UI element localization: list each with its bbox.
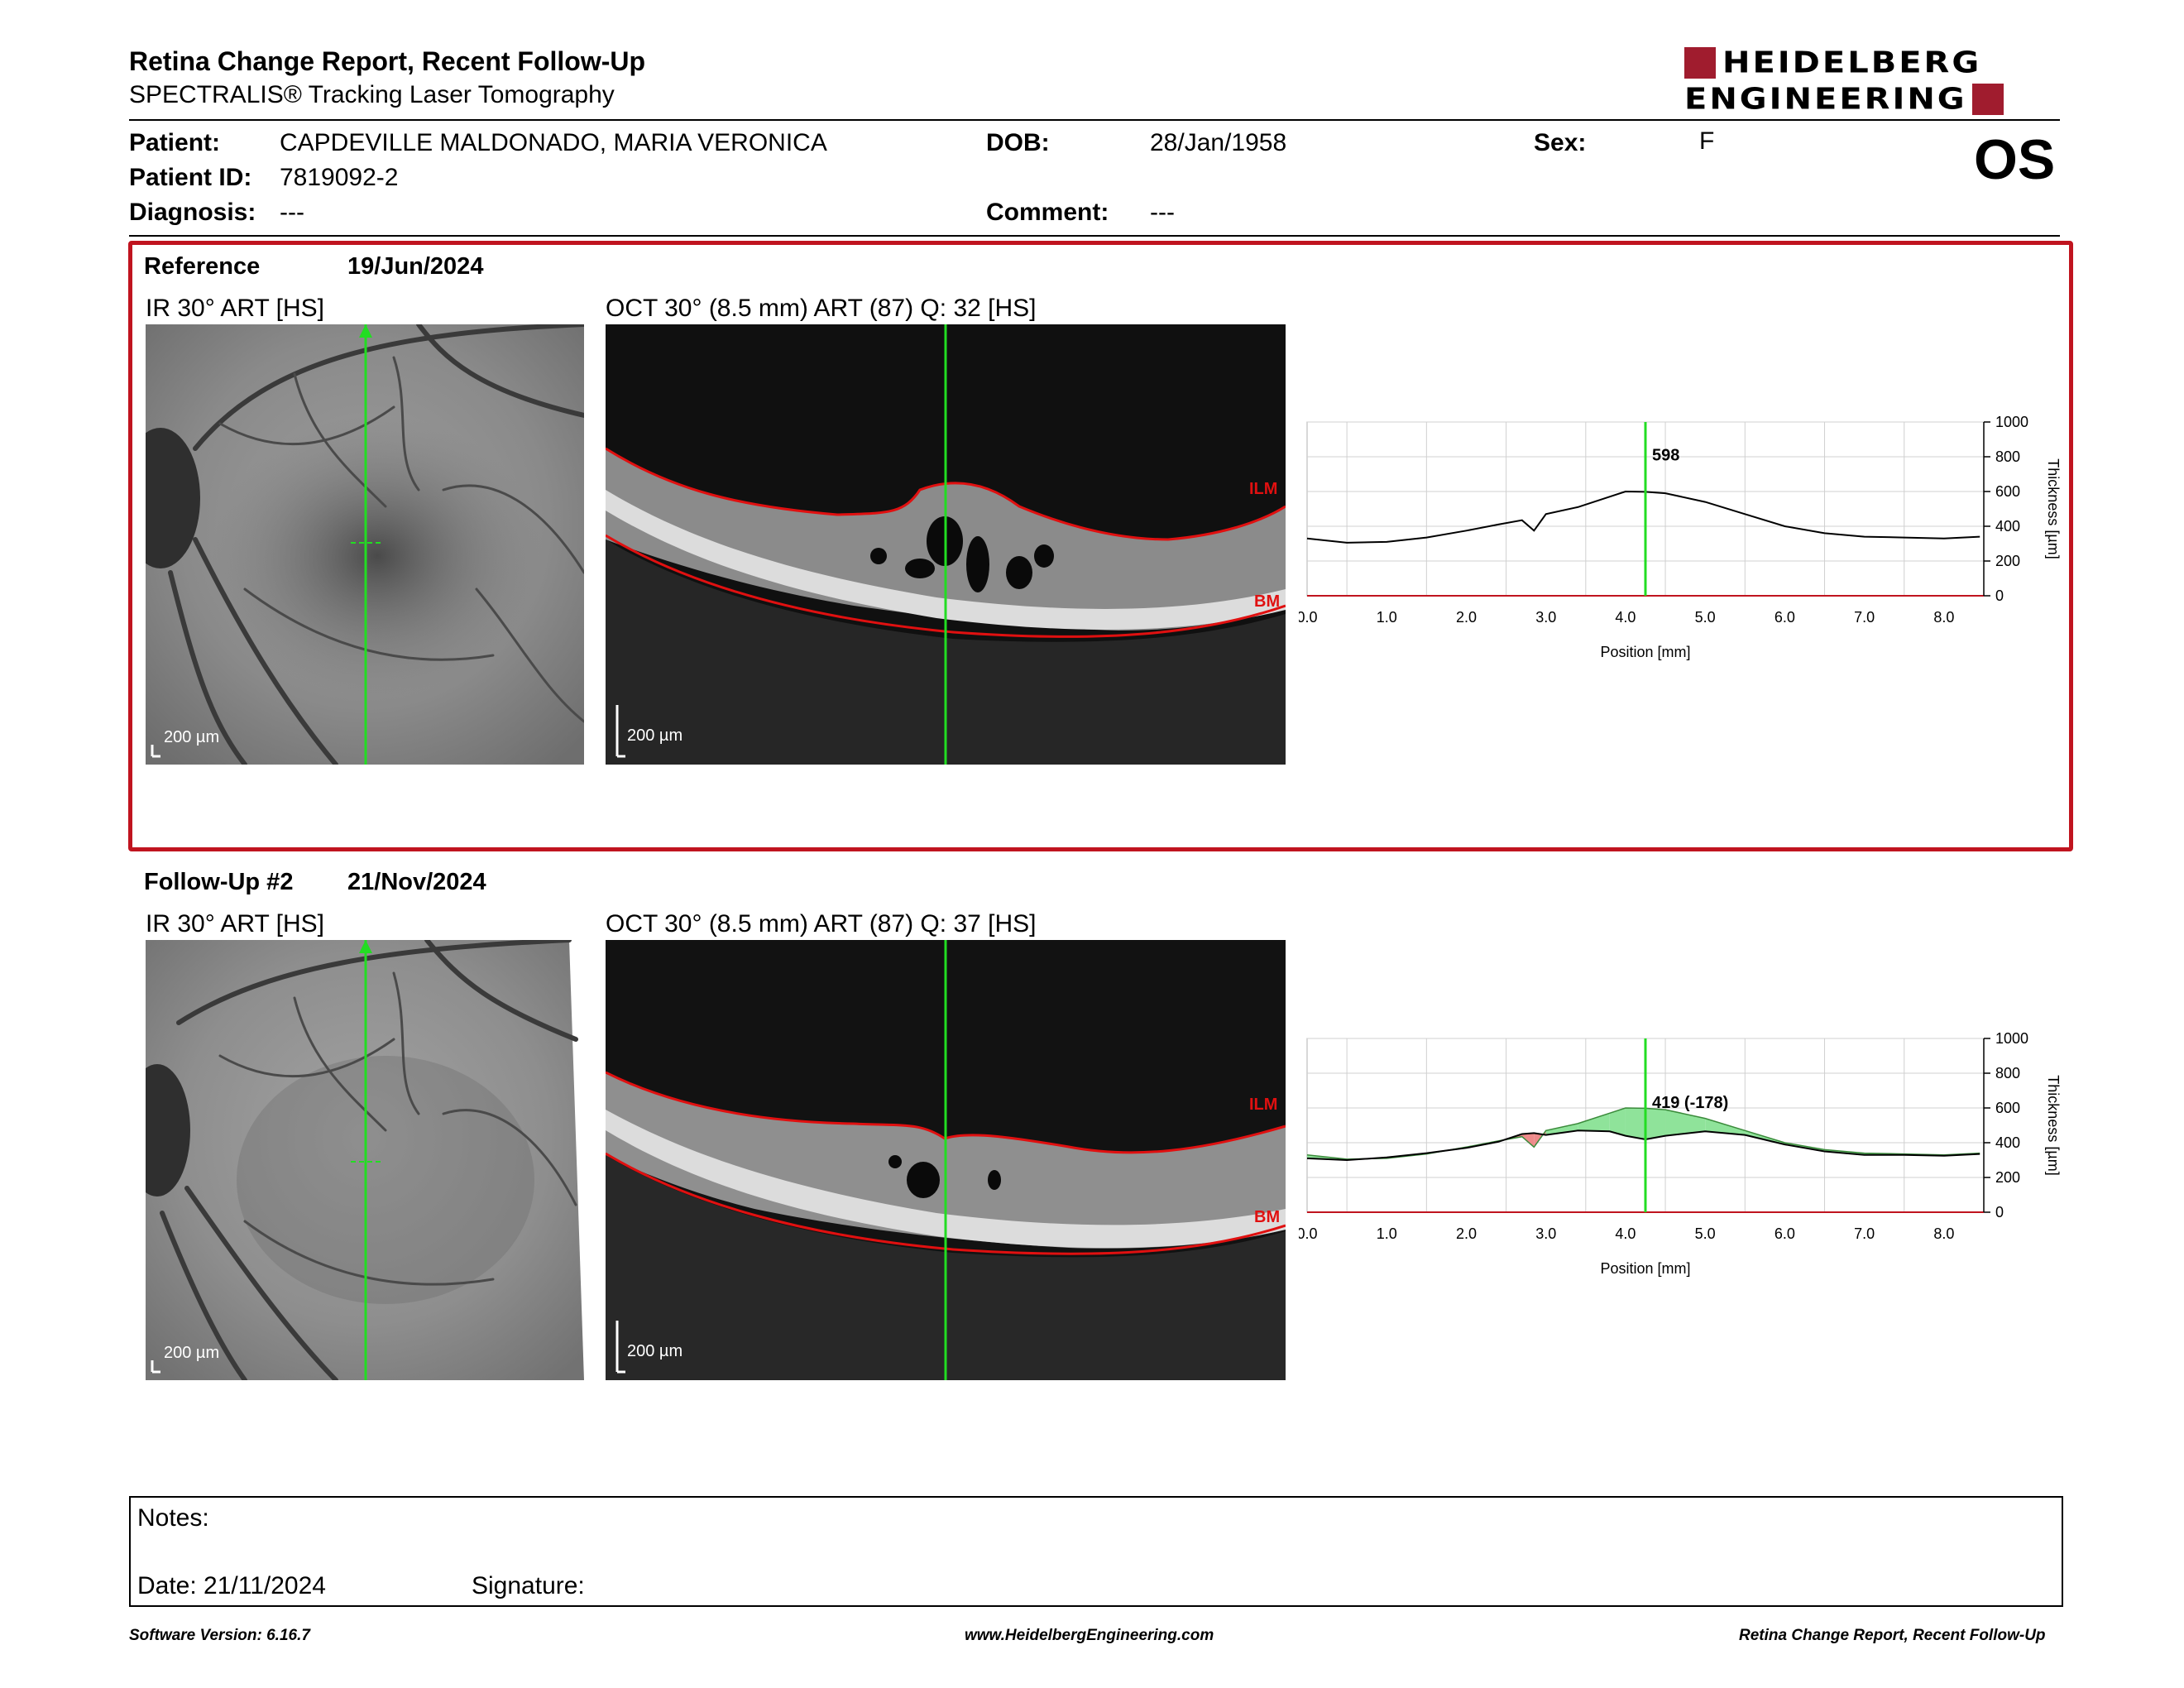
followup-ir-image: 200 µm — [146, 940, 584, 1380]
reference-oct-caption: OCT 30° (8.5 mm) ART (87) Q: 32 [HS] — [606, 295, 1037, 322]
patient-id-value: 7819092-2 — [280, 164, 399, 191]
sex-label: Sex: — [1534, 129, 1587, 156]
followup-oct-caption: OCT 30° (8.5 mm) ART (87) Q: 37 [HS] — [606, 910, 1037, 938]
reference-ir-scale: 200 µm — [164, 728, 220, 746]
sex-value: F — [1699, 127, 1715, 155]
followup-thickness-chart: 419 (-178) 0.0 1.0 2.0 3.0 4.0 5.0 6.0 7.0 8.0 0 20… — [1299, 1030, 2062, 1277]
thickness-line-0 — [1306, 1129, 1980, 1162]
x-tick-label: 0.0 — [1299, 609, 1318, 626]
y-tick-label: 400 — [1995, 1134, 2020, 1151]
reference-oct-scale: 200 µm — [627, 727, 683, 745]
notes-label: Notes: — [137, 1504, 209, 1532]
thickness-line-0 — [1306, 490, 1980, 544]
x-tick-label: 2.0 — [1456, 609, 1477, 626]
difference-area — [1609, 1108, 1626, 1136]
followup-oct-scale: 200 µm — [627, 1342, 683, 1360]
footer-software-version: Software Version: 6.16.7 — [129, 1627, 310, 1644]
diagnosis-value: --- — [280, 199, 304, 226]
x-tick-label: 8.0 — [1933, 609, 1954, 626]
y-tick-label: 1000 — [1995, 1030, 2028, 1047]
reference-label: Reference — [144, 253, 261, 280]
y-tick-label: 800 — [1995, 448, 2020, 465]
x-tick-label: 0.0 — [1299, 1225, 1318, 1242]
difference-area — [1645, 1108, 1666, 1140]
y-tick-label: 600 — [1995, 1100, 2020, 1116]
y-axis-label: Thickness [µm] — [2045, 458, 2062, 559]
x-tick-label: 1.0 — [1377, 609, 1397, 626]
dob-value: 28/Jan/1958 — [1150, 129, 1287, 156]
followup-date: 21/Nov/2024 — [347, 869, 486, 895]
difference-area — [1578, 1113, 1610, 1132]
report-title: Retina Change Report, Recent Follow-Up — [129, 46, 646, 76]
y-tick-label: 0 — [1995, 587, 2004, 604]
followup-ilm-label: ILM — [1249, 1096, 1278, 1114]
logo-line-2: ENGINEERING — [1684, 82, 1967, 117]
x-tick-label: 5.0 — [1695, 1225, 1716, 1242]
signature-label: Signature: — [472, 1572, 585, 1599]
x-tick-label: 7.0 — [1854, 1225, 1875, 1242]
x-tick-label: 4.0 — [1615, 1225, 1636, 1242]
patient-divider — [129, 235, 2060, 237]
diagnosis-label: Diagnosis: — [129, 199, 256, 226]
x-tick-label: 7.0 — [1854, 609, 1875, 626]
comment-label: Comment: — [986, 199, 1109, 226]
footer-report-name: Retina Change Report, Recent Follow-Up — [1739, 1627, 2046, 1644]
x-tick-label: 3.0 — [1535, 609, 1556, 626]
x-axis-label: Position [mm] — [1600, 644, 1690, 660]
heidelberg-logo: HEIDELBERG ENGINEERING — [1684, 45, 2068, 117]
followup-ir-caption: IR 30° ART [HS] — [146, 910, 324, 938]
y-axis-label: Thickness [µm] — [2045, 1075, 2062, 1175]
difference-area — [1665, 1110, 1706, 1136]
followup-bm-label: BM — [1254, 1208, 1281, 1226]
difference-area — [1625, 1108, 1645, 1140]
difference-area — [1705, 1118, 1746, 1135]
x-tick-label: 8.0 — [1933, 1225, 1954, 1242]
difference-area — [1545, 1123, 1578, 1135]
y-tick-label: 200 — [1995, 1169, 2020, 1186]
x-tick-label: 4.0 — [1615, 609, 1636, 626]
x-tick-label: 5.0 — [1695, 609, 1716, 626]
logo-line-1: HEIDELBERG — [1722, 46, 1982, 80]
x-tick-label: 3.0 — [1535, 1225, 1556, 1242]
comment-value: --- — [1150, 199, 1175, 226]
reference-oct-image: ILM BM 200 µm — [606, 324, 1286, 765]
x-tick-label: 1.0 — [1377, 1225, 1397, 1242]
reference-ir-caption: IR 30° ART [HS] — [146, 295, 324, 322]
marker-value-label: 419 (-178) — [1652, 1094, 1728, 1112]
marker-value-label: 598 — [1652, 447, 1679, 465]
reference-thickness-chart: 598 0.0 1.0 2.0 3.0 4.0 5.0 6.0 7.0 8.0 0 200 400 600… — [1299, 414, 2062, 660]
y-tick-label: 200 — [1995, 553, 2020, 569]
reference-ir-image: 200 µm — [146, 324, 584, 765]
reference-date: 19/Jun/2024 — [347, 253, 484, 280]
followup-label: Follow-Up #2 — [144, 869, 294, 895]
followup-ir-scale: 200 µm — [164, 1344, 220, 1362]
x-tick-label: 2.0 — [1456, 1225, 1477, 1242]
y-tick-label: 1000 — [1995, 414, 2028, 430]
difference-area — [1521, 1133, 1535, 1148]
footer-website: www.HeidelbergEngineering.com — [965, 1627, 1214, 1644]
dob-label: DOB: — [986, 129, 1050, 156]
patient-label: Patient: — [129, 129, 221, 156]
report-subtitle: SPECTRALIS® Tracking Laser Tomography — [129, 81, 615, 108]
reference-bm-label: BM — [1254, 592, 1281, 611]
x-tick-label: 6.0 — [1774, 609, 1795, 626]
notes-date: Date: 21/11/2024 — [137, 1572, 326, 1599]
reference-frame — [128, 241, 2073, 851]
y-tick-label: 600 — [1995, 483, 2020, 500]
reference-ilm-label: ILM — [1249, 480, 1278, 498]
followup-oct-image: ILM BM 200 µm — [606, 940, 1286, 1380]
y-tick-label: 400 — [1995, 518, 2020, 535]
y-tick-label: 0 — [1995, 1204, 2004, 1220]
patient-name: CAPDEVILLE MALDONADO, MARIA VERONICA — [280, 129, 827, 156]
patient-id-label: Patient ID: — [129, 164, 252, 191]
notes-box: Notes: Date: 21/11/2024 Signature: — [129, 1496, 2063, 1607]
x-axis-label: Position [mm] — [1600, 1260, 1690, 1277]
x-tick-label: 6.0 — [1774, 1225, 1795, 1242]
header-divider — [129, 119, 2060, 121]
y-tick-label: 800 — [1995, 1065, 2020, 1081]
eye-indicator: OS — [1974, 128, 2056, 191]
